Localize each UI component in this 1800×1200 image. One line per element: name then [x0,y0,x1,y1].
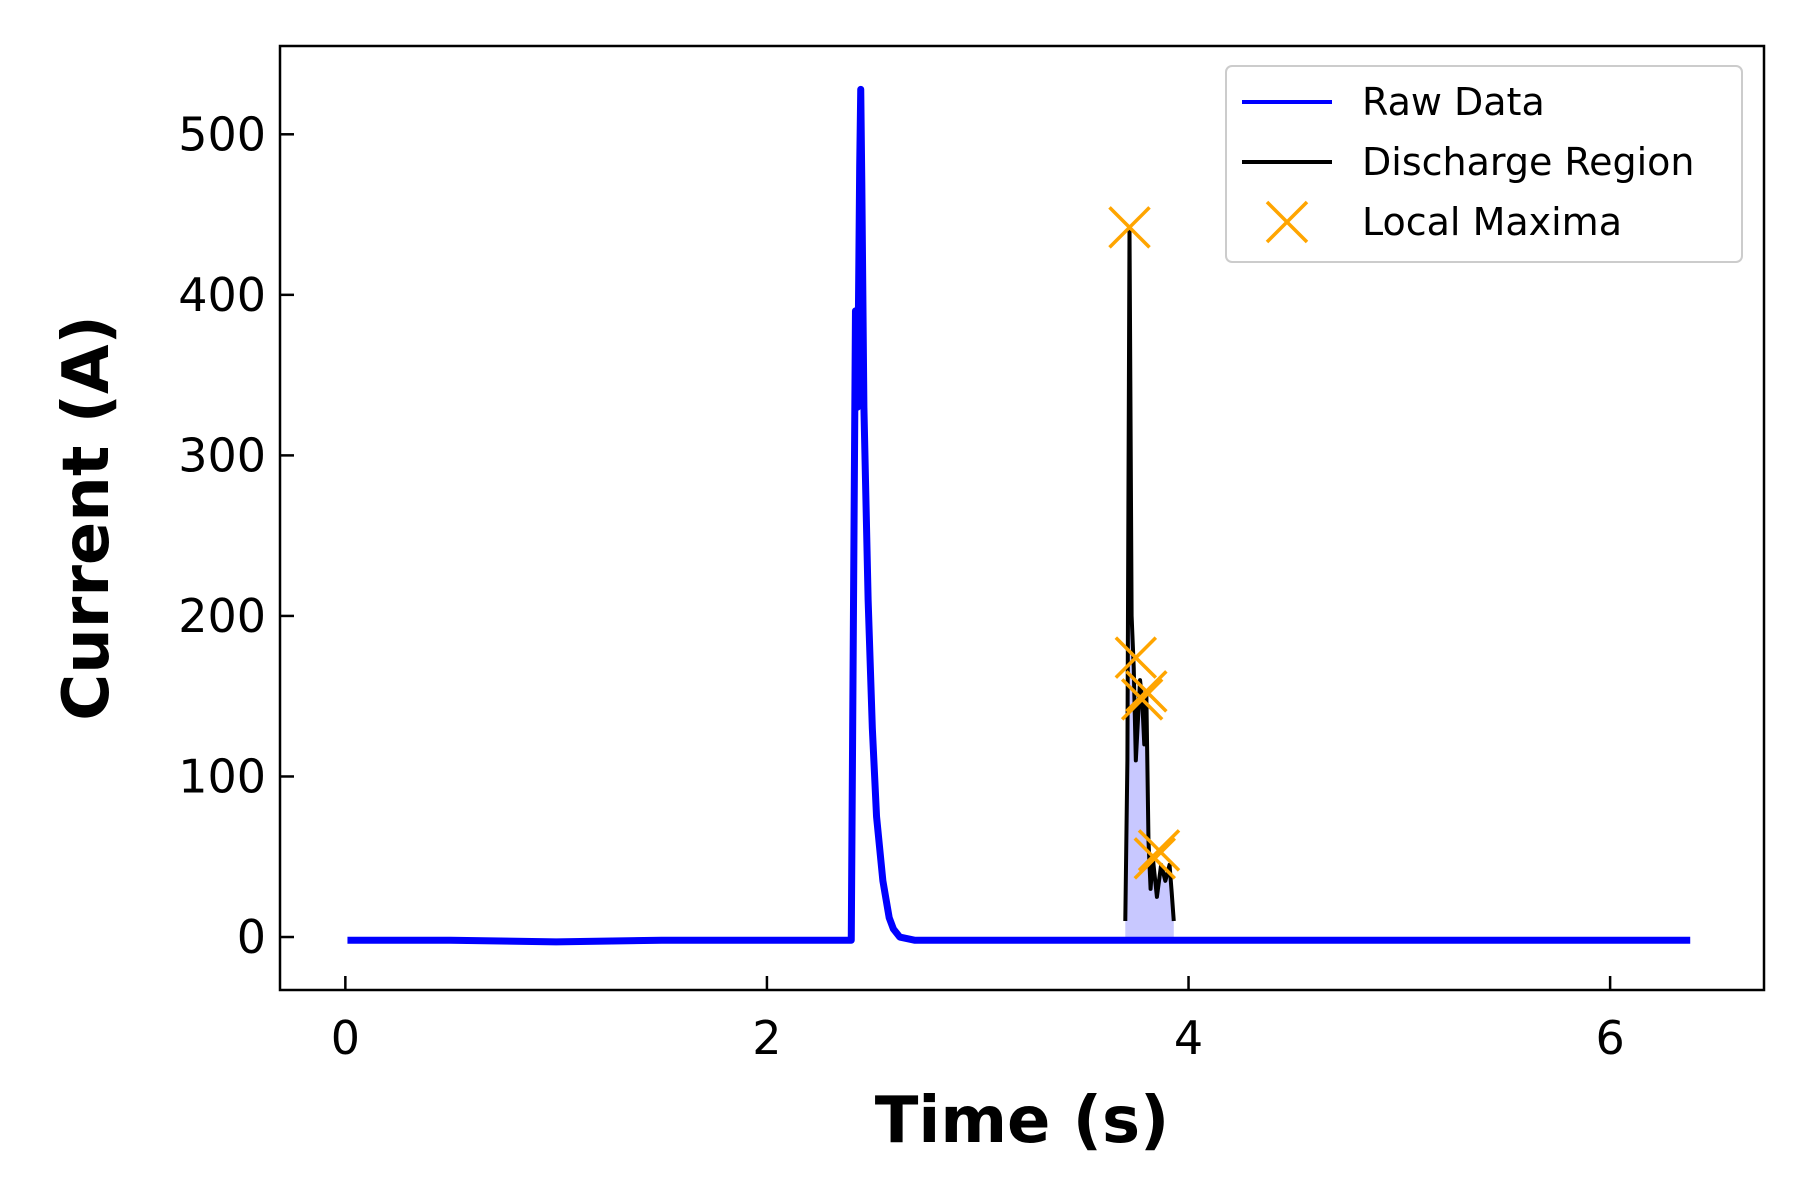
marker-stroke [1125,670,1168,713]
x-axis-label: Time (s) [875,1084,1170,1158]
marker-stroke [1133,837,1177,880]
y-tick-label: 0 [237,910,266,964]
legend-box [1225,65,1743,263]
y-tick-label: 400 [178,268,266,322]
legend-item-local-maxima: Local Maxima [1265,200,1622,244]
marker-stroke [1120,678,1164,721]
local-maximum-marker [1125,670,1168,713]
local-maximum-marker [1133,837,1177,880]
y-tick-label: 200 [178,589,266,643]
y-tick-label: 300 [178,428,266,482]
raw-data-line [347,85,1691,946]
legend-swatch-marker [1265,200,1309,244]
marker-stroke [1114,636,1158,679]
local-maximum-marker [1137,829,1181,872]
x-tick-label: 6 [1595,1011,1624,1065]
x-axis: 0 2 4 6 [331,976,1625,1065]
axes-frame [278,44,1766,992]
local-maximum-marker [1108,206,1151,249]
legend-item-raw-data: Raw Data [1242,80,1545,124]
x-tick-label: 0 [331,1011,360,1065]
y-axis: 0 100 200 300 400 500 [178,107,294,964]
legend: Raw Data Discharge Region Local Maxima [1225,65,1743,263]
legend-label: Raw Data [1362,80,1545,124]
local-maximum-marker [1114,636,1158,679]
marker-stroke [1108,206,1151,249]
local-maximum-marker [1120,678,1164,721]
legend-label: Local Maxima [1362,200,1622,244]
x-tick-label: 2 [752,1011,781,1065]
marker-stroke [1137,829,1181,872]
y-tick-label: 500 [178,107,266,161]
y-axis-label: Current (A) [50,315,124,721]
legend-item-discharge-region: Discharge Region [1242,140,1695,184]
series-layer [347,85,1691,946]
legend-label: Discharge Region [1362,140,1695,184]
y-tick-label: 100 [178,749,266,803]
x-tick-label: 4 [1174,1011,1203,1065]
